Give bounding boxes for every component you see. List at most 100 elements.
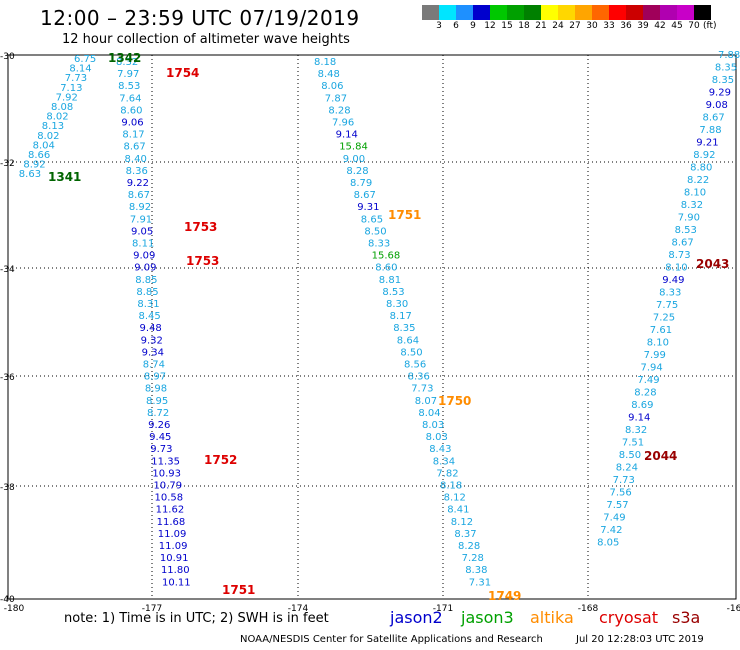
legend-tick-label: 30: [586, 21, 598, 31]
wave-height-label: 9.73: [150, 444, 172, 455]
wave-height-label: 7.96: [332, 118, 354, 129]
legend-swatch: [694, 5, 711, 20]
wave-height-label: 8.04: [418, 408, 440, 419]
pass-time-label: 1341: [48, 170, 81, 184]
wave-height-label: 7.73: [613, 475, 635, 486]
legend-tick-label: 27: [569, 21, 581, 31]
wave-height-label: 8.85: [135, 275, 157, 286]
legend-ticks: (ft) 3 6 9 12 15 18 21 24 27 30 33 36 39 42 45 70: [422, 20, 740, 34]
wave-height-label: 8.92: [23, 160, 45, 171]
wave-height-label: 8.18: [440, 481, 462, 492]
legend-tick-label: 33: [603, 21, 615, 31]
pass-time-label: 1754: [166, 66, 199, 80]
wave-height-label: 7.91: [130, 214, 152, 225]
wave-height-label: 7.57: [606, 500, 628, 511]
legend-swatch: [422, 5, 439, 20]
wave-height-label: 8.04: [33, 140, 55, 151]
wave-height-label: 8.24: [616, 463, 638, 474]
pass-time-label: 1751: [222, 583, 255, 597]
wave-height-label: 8.36: [126, 166, 148, 177]
wave-height-label: 7.82: [436, 468, 458, 479]
footer-date: Jul 20 12:28:03 UTC 2019: [576, 634, 704, 645]
satellite-cryosat-label: cryosat: [599, 608, 659, 627]
color-scale-legend: (ft) 3 6 9 12 15 18 21 24 27 30 33 36 39 42 45 70: [422, 5, 740, 34]
wave-height-label: 6.75: [74, 54, 96, 65]
wave-height-label: 8.03: [426, 432, 448, 443]
wave-height-label: 7.49: [637, 375, 659, 386]
legend-tick-label: 42: [654, 21, 666, 31]
wave-height-label: 9.05: [131, 226, 153, 237]
legend-tick-label: 3: [436, 21, 442, 31]
pass-time-label: 2043: [696, 257, 729, 271]
y-tick-label: -36: [0, 373, 15, 383]
wave-height-label: 8.07: [415, 396, 437, 407]
wave-height-label: 8.48: [318, 69, 340, 80]
wave-height-label: 8.67: [354, 190, 376, 201]
wave-height-label: 8.10: [647, 338, 669, 349]
legend-tick-label: 70: [688, 21, 700, 31]
wave-height-label: 8.08: [51, 102, 73, 113]
pass-time-label: 1751: [388, 208, 421, 222]
wave-height-label: 8.38: [465, 565, 487, 576]
wave-height-label: 8.53: [118, 81, 140, 92]
wave-height-label: 9.06: [121, 118, 143, 129]
wave-height-label: 8.81: [379, 275, 401, 286]
wave-height-label: 8.85: [136, 287, 158, 298]
wave-height-label: 8.35: [393, 323, 415, 334]
pass-time-label: 1753: [184, 220, 217, 234]
wave-height-label: 8.92: [129, 202, 151, 213]
wave-height-label: 8.28: [634, 388, 656, 399]
wave-height-label: 7.88: [718, 50, 740, 61]
wave-height-label: 7.73: [411, 384, 433, 395]
wave-height-label: 11.09: [158, 529, 187, 540]
legend-tick-label: 39: [637, 21, 649, 31]
wave-height-label: 7.56: [610, 488, 632, 499]
wave-height-label: 9.34: [142, 347, 164, 358]
wave-height-label: 7.31: [469, 577, 491, 588]
wave-height-label: 8.10: [684, 188, 706, 199]
legend-swatch: [626, 5, 643, 20]
wave-height-label: 10.58: [155, 493, 184, 504]
wave-height-label: 7.94: [641, 363, 663, 374]
legend-tick-label: 21: [535, 21, 547, 31]
wave-height-label: 7.42: [600, 525, 622, 536]
wave-height-label: 7.97: [117, 69, 139, 80]
wave-height-label: 9.32: [141, 335, 163, 346]
wave-height-label: 8.31: [137, 299, 159, 310]
wave-height-label: 11.68: [157, 517, 186, 528]
wave-height-label: 7.90: [678, 213, 700, 224]
legend-tick-label: 15: [501, 21, 513, 31]
wave-height-label: 8.80: [690, 163, 712, 174]
legend-tick-label: 24: [552, 21, 564, 31]
x-tick-label: -174: [288, 604, 309, 614]
wave-height-label: 8.98: [145, 384, 167, 395]
wave-height-label: 10.91: [160, 553, 189, 564]
wave-height-label: 8.60: [375, 263, 397, 274]
map-frame: [7, 54, 737, 600]
wave-height-label: 9.29: [709, 88, 731, 99]
wave-height-label: 8.72: [147, 408, 169, 419]
wave-height-label: 8.17: [122, 130, 144, 141]
wave-height-label: 9.00: [343, 154, 365, 165]
wave-height-label: 9.45: [149, 432, 171, 443]
wave-height-label: 8.36: [408, 372, 430, 383]
wave-height-label: 8.12: [451, 517, 473, 528]
wave-height-label: 8.74: [143, 360, 165, 371]
wave-height-label: 8.40: [125, 154, 147, 165]
wave-height-label: 8.28: [346, 166, 368, 177]
wave-height-label: 7.92: [56, 92, 78, 103]
x-tick-label: -16: [727, 604, 740, 614]
legend-tick-label: 9: [470, 21, 476, 31]
legend-swatch: [643, 5, 660, 20]
wave-height-label: 11.09: [159, 541, 188, 552]
legend-swatch: [490, 5, 507, 20]
wave-height-label: 9.09: [133, 251, 155, 262]
pass-time-label: 1752: [204, 453, 237, 467]
y-tick-label: -34: [0, 265, 15, 275]
wave-height-label: 8.34: [433, 456, 455, 467]
wave-height-label: 8.67: [123, 142, 145, 153]
wave-height-label: 8.32: [681, 200, 703, 211]
wave-height-label: 11.80: [161, 565, 190, 576]
wave-height-label: 8.79: [350, 178, 372, 189]
